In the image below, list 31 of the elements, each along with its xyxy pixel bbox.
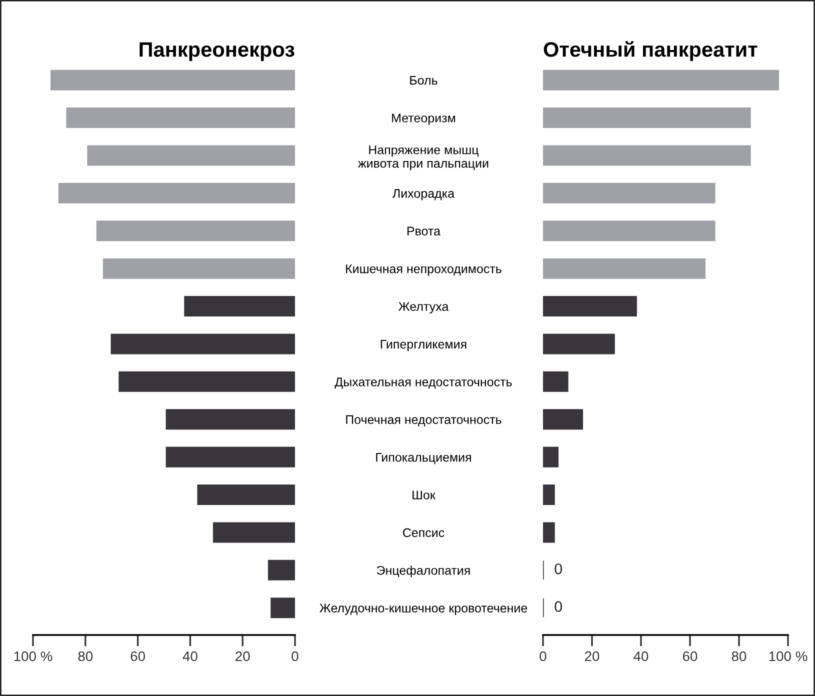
y-tick-label: Сепсис — [402, 528, 444, 538]
y-tick-label: Боль — [410, 76, 438, 85]
x-tick-label: 100 % — [14, 651, 52, 662]
x-tick-label: 20 — [584, 651, 600, 662]
chart-title: Отечный панкреатит — [544, 41, 758, 61]
x-tick-label: 0 — [540, 651, 546, 662]
y-tick-label: Метеоризм — [392, 114, 456, 125]
x-tick-label: 40 — [634, 651, 648, 662]
y-tick-label: Лихорадка — [392, 189, 455, 200]
y-tick-label: Желудочно-кишечное кровотечение — [320, 604, 528, 615]
x-tick-label: 80 — [78, 651, 93, 662]
y-tick-label: Почечная недостаточность — [346, 415, 502, 426]
y-tick-label: Напряжение мышц живота при пальпации — [358, 146, 488, 170]
x-tick-label: 80 — [732, 651, 746, 662]
y-tick-label: Гипергликемия — [380, 340, 466, 352]
x-tick-label: 100 % — [769, 651, 808, 662]
y-tick-label: Энцефалопатия — [376, 566, 470, 578]
x-tick-label: 40 — [182, 651, 198, 662]
x-tick-label: 0 — [292, 651, 298, 662]
y-tick-label: Кишечная непроходимость — [346, 264, 502, 276]
data-label: 0 — [554, 563, 562, 574]
y-tick-label: Гипокальциемия — [376, 452, 471, 464]
data-label: 0 — [554, 601, 562, 612]
x-tick-label: 60 — [682, 651, 698, 662]
y-tick-label: Рвота — [407, 226, 440, 236]
y-tick-label: Шок — [412, 490, 436, 500]
x-tick-label: 20 — [236, 651, 250, 662]
y-tick-label: Дыхательная недостаточность — [334, 378, 512, 389]
y-tick-label: Желтуха — [398, 302, 449, 314]
chart-title: Панкреонекроз — [140, 42, 294, 61]
x-tick-label: 60 — [130, 651, 145, 662]
